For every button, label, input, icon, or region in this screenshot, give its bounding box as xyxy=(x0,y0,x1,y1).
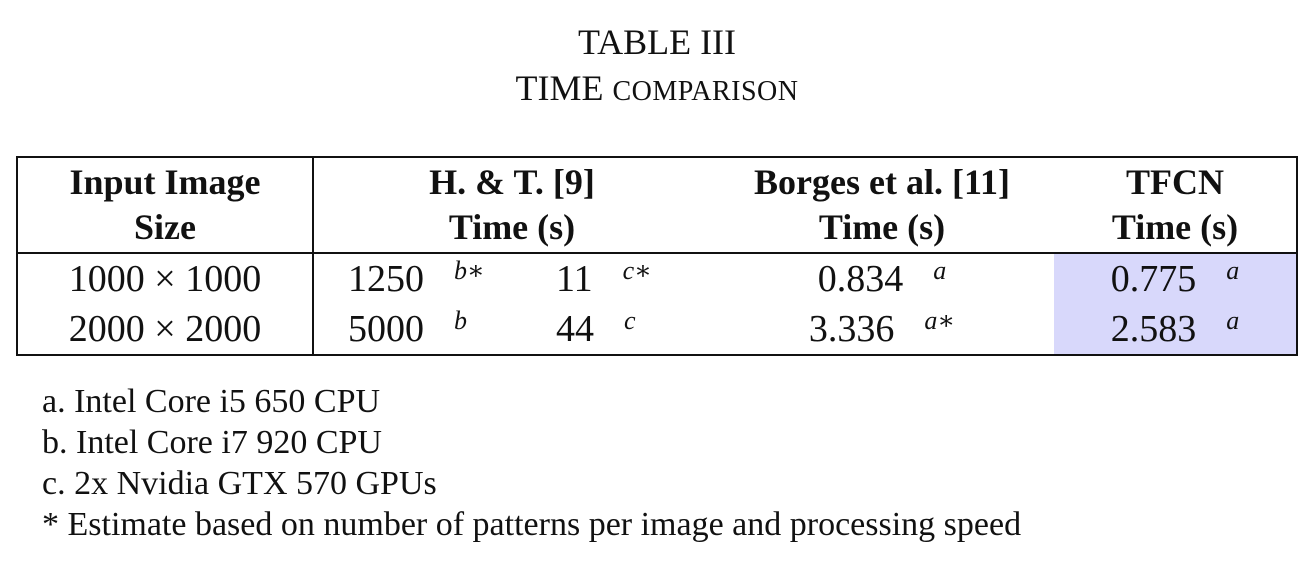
cell-borges-value: 0.834 xyxy=(817,258,904,300)
cell-size: 1000 × 1000 xyxy=(17,253,314,304)
cell-borges: 0.834 a xyxy=(710,253,1054,304)
header-tfcn: TFCN Time (s) xyxy=(1054,157,1297,254)
cell-ht: 5000 b 44 c xyxy=(313,304,710,355)
cell-ht-cpu-note: b∗ xyxy=(454,256,485,285)
footnote-c: c. 2x Nvidia GTX 570 GPUs xyxy=(42,465,437,502)
cell-tfcn-note: a xyxy=(1226,256,1240,285)
cell-tfcn: 0.775 a xyxy=(1054,253,1297,304)
cell-tfcn-value: 2.583 xyxy=(1110,308,1197,350)
cell-ht-cpu: 5000 b xyxy=(348,304,467,354)
cell-borges-note: a xyxy=(933,256,947,285)
header-ht-line2: Time (s) xyxy=(448,207,576,247)
caption-title-lead: TIME xyxy=(515,68,604,108)
footnote-a: a. Intel Core i5 650 CPU xyxy=(42,383,381,420)
cell-ht-cpu-note: b xyxy=(454,306,467,335)
cell-tfcn: 2.583 a xyxy=(1054,304,1297,355)
cell-ht: 1250 b∗ 11 c∗ xyxy=(313,253,710,304)
cell-size: 2000 × 2000 xyxy=(17,304,314,355)
cell-ht-gpu-value: 44 xyxy=(556,308,594,350)
header-borges-line2: Time (s) xyxy=(818,207,946,247)
table-footnotes: a. Intel Core i5 650 CPU b. Intel Core i… xyxy=(42,381,1021,545)
cell-ht-cpu-value: 5000 xyxy=(348,308,424,350)
cell-ht-gpu-value: 11 xyxy=(556,258,593,300)
cell-tfcn-note: a xyxy=(1226,306,1240,335)
header-input-size: Input Image Size xyxy=(17,157,314,254)
cell-ht-cpu-value: 1250 xyxy=(348,258,424,300)
header-borges-line1: Borges et al. [11] xyxy=(754,162,1010,202)
table-caption-title: TIME COMPARISON xyxy=(0,66,1314,114)
header-borges: Borges et al. [11] Time (s) xyxy=(710,157,1054,254)
footnote-estimate: * Estimate based on number of patterns p… xyxy=(42,506,1022,543)
cell-tfcn-value: 0.775 xyxy=(1110,258,1197,300)
table-caption-number: TABLE III xyxy=(577,22,737,62)
table-row: 2000 × 2000 5000 b 44 c 3.336 a∗ 2.583 a xyxy=(17,304,1297,355)
header-input-size-line1: Input Image xyxy=(69,162,261,202)
caption-title-rest: COMPARISON xyxy=(612,76,799,107)
cell-ht-gpu: 11 c∗ xyxy=(556,254,652,304)
header-ht: H. & T. [9] Time (s) xyxy=(313,157,710,254)
time-comparison-table: Input Image Size H. & T. [9] Time (s) Bo… xyxy=(16,156,1298,356)
cell-ht-gpu: 44 c xyxy=(556,304,636,354)
footnote-b: b. Intel Core i7 920 CPU xyxy=(42,424,382,461)
cell-borges-value: 3.336 xyxy=(808,308,895,350)
cell-ht-cpu: 1250 b∗ xyxy=(348,254,485,304)
table-row: 1000 × 1000 1250 b∗ 11 c∗ 0.834 a 0.775 a xyxy=(17,253,1297,304)
header-input-size-line2: Size xyxy=(134,207,196,247)
header-ht-line1: H. & T. [9] xyxy=(429,162,595,202)
header-tfcn-line1: TFCN xyxy=(1126,162,1224,202)
header-tfcn-line2: Time (s) xyxy=(1111,207,1239,247)
cell-ht-gpu-note: c∗ xyxy=(622,256,652,285)
cell-ht-gpu-note: c xyxy=(624,306,636,335)
table-header-row: Input Image Size H. & T. [9] Time (s) Bo… xyxy=(17,157,1297,254)
cell-borges: 3.336 a∗ xyxy=(710,304,1054,355)
cell-borges-note: a∗ xyxy=(924,306,956,335)
